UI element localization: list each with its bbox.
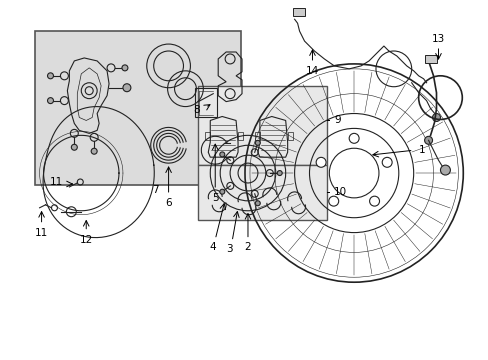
Text: 7: 7: [152, 185, 159, 195]
Circle shape: [348, 133, 358, 143]
Circle shape: [122, 65, 128, 71]
Circle shape: [328, 196, 338, 206]
Circle shape: [277, 171, 282, 176]
Text: 11: 11: [35, 228, 48, 238]
Text: 8: 8: [193, 104, 200, 114]
Text: 9: 9: [334, 116, 340, 126]
Text: 1: 1: [418, 145, 425, 155]
Text: 12: 12: [80, 234, 93, 244]
Bar: [424, 55, 436, 63]
Circle shape: [122, 84, 131, 92]
Circle shape: [71, 144, 77, 150]
Bar: [195, 88, 217, 117]
Circle shape: [47, 98, 53, 104]
Circle shape: [432, 113, 440, 121]
Circle shape: [316, 157, 325, 167]
Bar: [35, 31, 241, 185]
Circle shape: [91, 148, 97, 154]
Circle shape: [219, 152, 224, 157]
Circle shape: [255, 140, 260, 145]
Bar: [198, 165, 326, 220]
Text: 10: 10: [334, 187, 346, 197]
Bar: [287, 132, 292, 140]
Circle shape: [382, 157, 391, 167]
Text: 5: 5: [211, 193, 218, 203]
Text: 2: 2: [244, 243, 251, 252]
Bar: [292, 8, 304, 16]
Circle shape: [255, 201, 260, 206]
Bar: [238, 132, 243, 140]
Circle shape: [440, 165, 449, 175]
Text: 11: 11: [50, 177, 63, 187]
Circle shape: [424, 136, 432, 144]
Bar: [254, 132, 259, 140]
Circle shape: [369, 196, 379, 206]
Text: 6: 6: [165, 198, 172, 208]
Text: 4: 4: [208, 243, 215, 252]
Text: 3: 3: [225, 244, 232, 255]
Text: 13: 13: [431, 34, 444, 44]
Text: 14: 14: [305, 66, 319, 76]
Circle shape: [219, 189, 224, 194]
Bar: [205, 132, 210, 140]
Circle shape: [47, 73, 53, 79]
Bar: [198, 86, 326, 165]
